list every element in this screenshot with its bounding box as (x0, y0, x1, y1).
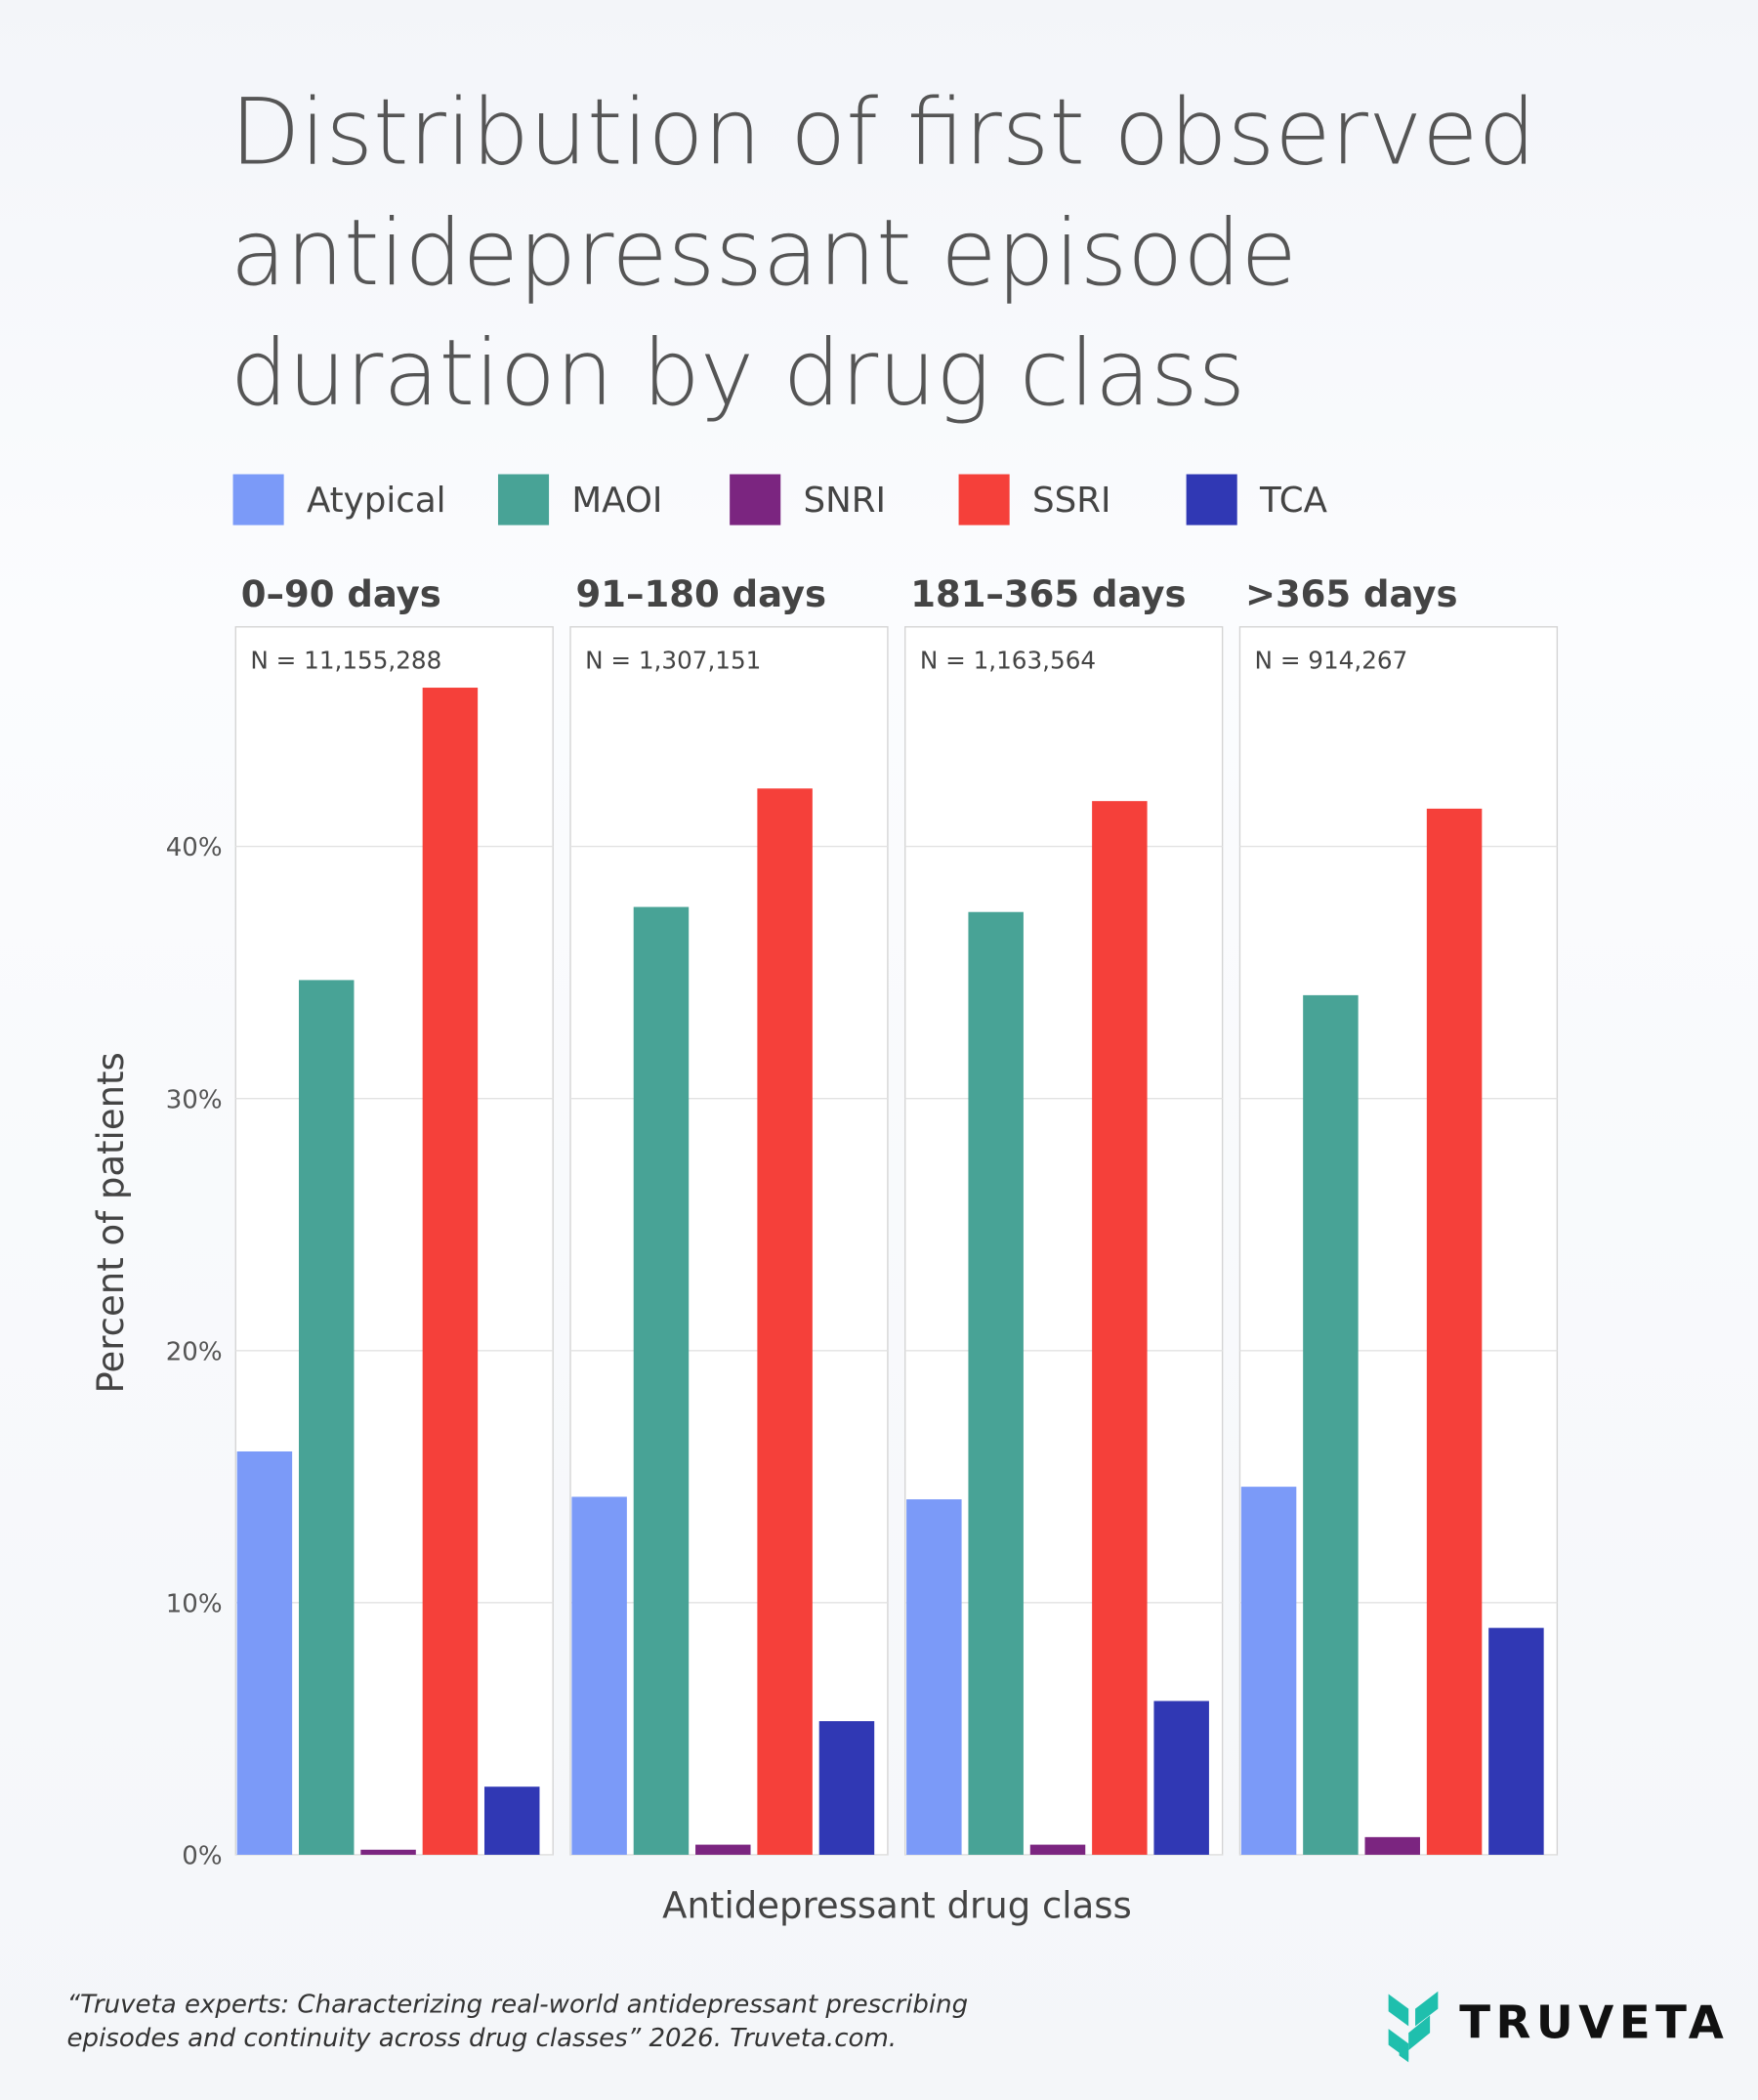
bar-ssri (1092, 801, 1148, 1855)
bar-ssri (757, 788, 813, 1855)
y-tick-label: 20% (166, 1337, 223, 1366)
y-tick-label: 40% (166, 833, 223, 862)
legend-swatch (1186, 474, 1237, 525)
bar-maoi (1303, 994, 1359, 1855)
bar-atypical (1240, 1487, 1297, 1855)
bar-snri (1029, 1844, 1086, 1855)
facet-panel: >365 days N = 914,267 (1238, 573, 1559, 1856)
bar-tca (818, 1721, 875, 1855)
n-label: N = 1,307,151 (585, 646, 761, 674)
bar-ssri (422, 688, 479, 1855)
bar-atypical (571, 1496, 627, 1855)
truveta-logo: TRUVETA (1388, 1991, 1729, 2063)
y-axis: 0% 10% 20% 30% 40% (166, 833, 223, 1870)
n-label: N = 11,155,288 (250, 646, 441, 674)
legend-item-snri: SNRI (730, 474, 887, 525)
legend-swatch (730, 474, 781, 525)
bar-tca (1153, 1701, 1209, 1855)
facet-panel: 181–365 days N = 1,163,564 (904, 573, 1224, 1856)
bar-tca (483, 1786, 540, 1855)
bar-snri (695, 1844, 751, 1855)
bar-snri (360, 1849, 416, 1855)
facet-label: 181–365 days (910, 573, 1186, 615)
truveta-leaf-icon (1388, 1991, 1439, 2063)
facet-label: >365 days (1245, 573, 1458, 615)
legend-swatch (232, 474, 284, 525)
legend-swatch (958, 474, 1010, 525)
bar-tca (1488, 1627, 1544, 1855)
legend-item-maoi: MAOI (497, 474, 662, 525)
citation-line-2: episodes and continuity across drug clas… (67, 2024, 898, 2053)
facet-panel: 0–90 days N = 11,155,288 (234, 573, 554, 1856)
legend-label: Atypical (307, 481, 446, 521)
x-axis-title: Antidepressant drug class (662, 1884, 1132, 1926)
n-label: N = 914,267 (1255, 646, 1408, 674)
legend: Atypical MAOI SNRI SSRI TCA (232, 474, 1328, 525)
legend-label: MAOI (571, 481, 662, 521)
bar-atypical (236, 1450, 293, 1855)
citation-line-1: “Truveta experts: Characterizing real-wo… (67, 1991, 969, 2020)
footer-citation: “Truveta experts: Characterizing real-wo… (67, 1991, 969, 2053)
chart-title: Distribution of first observed antidepre… (230, 78, 1536, 426)
title-line-1: Distribution of first observed (230, 78, 1536, 185)
facet-panel: 91–180 days N = 1,307,151 (569, 573, 889, 1856)
y-tick-label: 10% (166, 1589, 223, 1618)
legend-label: TCA (1259, 481, 1328, 521)
title-line-2: antidepressant episode (230, 199, 1297, 306)
y-axis-title: Percent of patients (90, 1052, 132, 1393)
bar-maoi (968, 911, 1024, 1855)
facet-panels: 0–90 days N = 11,155,288 91–180 days N = 1,… (234, 573, 1559, 1856)
y-tick-label: 0% (182, 1842, 222, 1871)
bar-maoi (298, 980, 355, 1855)
truveta-wordmark: TRUVETA (1459, 1996, 1729, 2049)
legend-swatch (497, 474, 550, 525)
bar-atypical (906, 1499, 962, 1855)
y-tick-label: 30% (166, 1085, 223, 1114)
title-line-3: duration by drug class (230, 319, 1245, 426)
bar-maoi (633, 906, 690, 1855)
legend-label: SSRI (1032, 481, 1111, 521)
legend-label: SNRI (804, 481, 887, 521)
legend-item-tca: TCA (1186, 474, 1328, 525)
bar-ssri (1426, 808, 1483, 1855)
facet-label: 0–90 days (241, 573, 441, 615)
bar-snri (1364, 1836, 1420, 1855)
n-label: N = 1,163,564 (920, 646, 1096, 674)
legend-item-ssri: SSRI (958, 474, 1111, 525)
facet-label: 91–180 days (575, 573, 826, 615)
legend-item-atypical: Atypical (232, 474, 446, 525)
